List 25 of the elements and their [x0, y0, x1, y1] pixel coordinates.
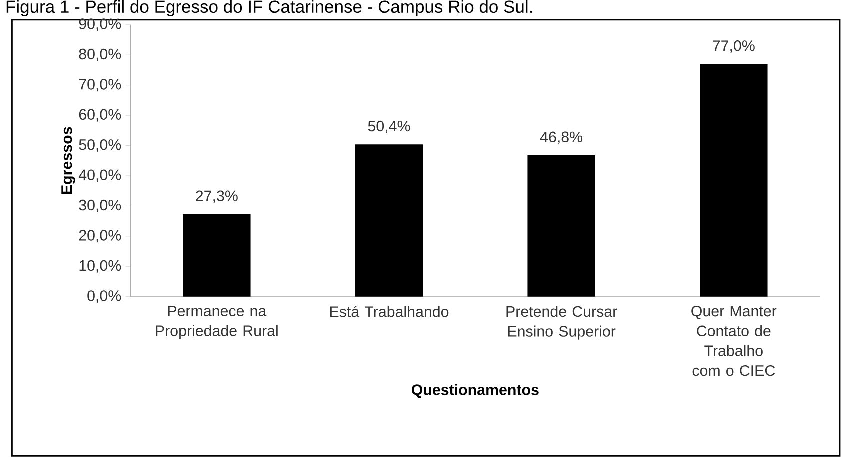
- y-tick-label: 60,0%: [79, 109, 122, 122]
- x-tick-label: Quer Manter Contato de Trabalho com o CIEC: [692, 306, 777, 376]
- data-label: 50,4%: [368, 120, 410, 134]
- y-tick-label: 80,0%: [79, 48, 122, 62]
- y-tick-label: 10,0%: [80, 260, 122, 273]
- bar: [528, 155, 596, 297]
- y-tick-label: 50,0%: [79, 139, 122, 152]
- bar: [355, 144, 424, 297]
- x-axis-title: Questionamentos: [412, 384, 539, 398]
- bar: [183, 214, 251, 297]
- y-tick-label: 40,0%: [78, 170, 122, 182]
- chart-title: Figura 1 - Perfil do Egresso do IF Catarinense - Campus Rio do Sul.: [6, 0, 532, 16]
- y-tick-label: 70,0%: [79, 78, 122, 92]
- data-label: 46,8%: [540, 132, 583, 144]
- data-label: 27,3%: [196, 190, 238, 204]
- y-tick-label: 20,0%: [79, 230, 122, 243]
- y-axis-title: Egressos: [62, 127, 76, 194]
- x-tick-label: Está Trabalhando: [330, 306, 449, 318]
- y-tick-label: 90,0%: [79, 18, 122, 32]
- bar: [700, 64, 768, 297]
- x-tick-label: Pretende Cursar Ensino Superior: [506, 306, 618, 340]
- y-tick-label: 30,0%: [79, 200, 122, 212]
- x-tick-label: Permanece na Propriedade Rural: [156, 306, 278, 340]
- data-label: 77,0%: [713, 40, 755, 53]
- y-tick-label: 0,0%: [88, 290, 122, 304]
